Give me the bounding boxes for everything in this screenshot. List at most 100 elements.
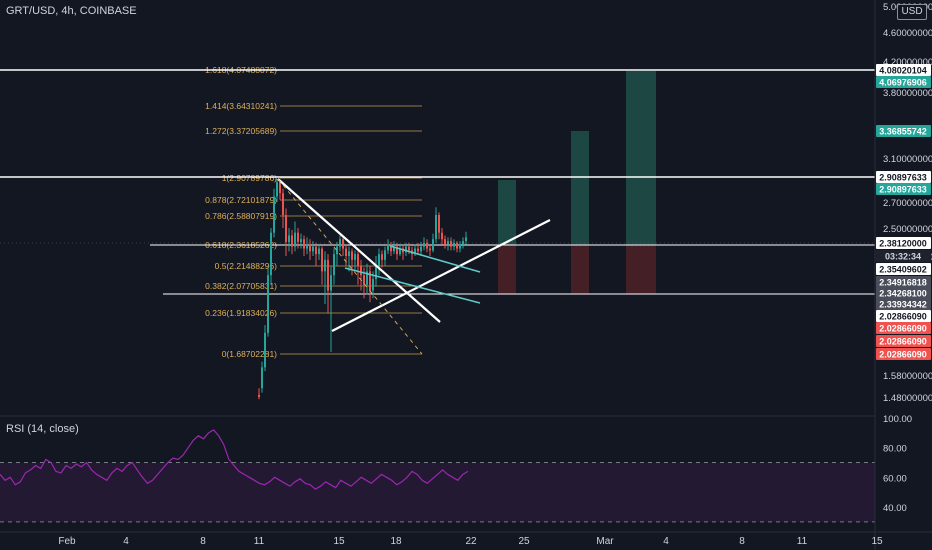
time-tick-label: 15 <box>871 536 883 547</box>
time-tick-label: 8 <box>739 536 745 547</box>
candle-body <box>315 246 317 255</box>
price-pane[interactable]: 1.618(4.07488072)1.414(3.64310241)1.272(… <box>0 65 875 400</box>
candle-body <box>384 250 386 260</box>
fib-level-label: 0.878(2.72101879) <box>205 195 277 205</box>
channel-lower-line <box>344 267 481 304</box>
candle-body <box>324 259 326 272</box>
candle-body <box>357 254 359 266</box>
price-label-text: 2.02866090 <box>879 350 927 360</box>
candle-body <box>414 248 416 255</box>
candle-body <box>339 239 341 247</box>
candle-body <box>432 239 434 251</box>
candle-body <box>444 239 446 245</box>
candle-body <box>291 235 293 247</box>
price-label-text: 2.02866090 <box>879 337 927 347</box>
price-label-badge <box>876 335 931 347</box>
channel-upper-line <box>389 245 481 273</box>
rsi-tick-label: 80.00 <box>883 444 907 455</box>
price-label-text: 2.34916818 <box>879 278 927 288</box>
target-zone <box>571 131 589 245</box>
price-label-text: 2.38120000 <box>879 239 927 249</box>
rsi-title: RSI (14, close) <box>6 423 79 435</box>
time-tick-label: 22 <box>465 536 477 547</box>
candle-body <box>258 394 260 397</box>
price-tick-label: 2.70000000 <box>883 198 932 209</box>
price-label-badge <box>876 64 931 76</box>
candle-body <box>267 275 269 333</box>
candle-body <box>465 237 467 242</box>
candle-body <box>261 367 263 389</box>
price-tick-label: 3.80000000 <box>883 88 932 99</box>
candle-body <box>375 265 377 280</box>
time-tick-label: 15 <box>333 536 345 547</box>
price-label-badge <box>876 348 931 360</box>
price-axis[interactable]: 5.000000004.600000004.200000003.80000000… <box>876 2 932 404</box>
price-label-badge <box>876 298 931 310</box>
price-tick-label: 2.50000000 <box>883 224 932 235</box>
candle-body <box>303 239 305 249</box>
rsi-tick-label: 100.00 <box>883 414 912 425</box>
candle-body <box>342 239 344 249</box>
candle-body <box>441 232 443 240</box>
rsi-line <box>0 429 469 490</box>
rsi-tick-label: 60.00 <box>883 473 907 484</box>
price-label-badge <box>876 276 931 288</box>
candle-body <box>459 244 461 249</box>
fib-level-label: 0(1.68702281) <box>222 349 277 359</box>
target-zone <box>498 180 516 245</box>
price-label-text: 2.02866090 <box>879 324 927 334</box>
price-label-badge <box>876 250 931 262</box>
price-label-badge <box>876 171 931 183</box>
rsi-tick-label: 40.00 <box>883 503 907 514</box>
candle-body <box>447 241 449 245</box>
price-label-text: 2.90897633 <box>879 185 927 195</box>
candle-body <box>333 254 335 276</box>
candle-body <box>405 246 407 253</box>
rsi-pane[interactable] <box>0 429 875 523</box>
price-label-badge <box>876 237 931 249</box>
price-tick-label: 4.20000000 <box>883 57 932 68</box>
fib-level-label: 0.236(1.91834026) <box>205 308 277 318</box>
candle-body <box>390 244 392 252</box>
stop-zone <box>498 245 516 294</box>
candle-body <box>294 232 296 247</box>
candle-body <box>270 232 272 276</box>
time-tick-label: Mar <box>596 536 614 547</box>
candle-body <box>330 275 332 291</box>
candle-body <box>456 242 458 249</box>
time-tick-label: 11 <box>254 536 265 547</box>
fib-level-label: 1.414(3.64310241) <box>205 101 277 111</box>
candle-body <box>429 248 431 251</box>
candle-body <box>387 244 389 251</box>
candle-body <box>393 246 395 252</box>
candle-body <box>276 182 278 197</box>
currency-badge[interactable]: USD <box>897 4 927 20</box>
price-label-badge <box>876 263 931 275</box>
time-tick-label: 11 <box>797 536 808 547</box>
price-label-badge <box>876 125 931 137</box>
candle-body <box>450 241 452 247</box>
candle-body <box>282 193 284 215</box>
candle-body <box>327 259 329 291</box>
candle-body <box>372 279 374 291</box>
time-axis[interactable]: Feb 4 8 11 15 18 22 25 Mar 4 8 11 15 <box>58 536 883 547</box>
candle-body <box>354 254 356 260</box>
fib-level-label: 0.382(2.07705831) <box>205 281 277 291</box>
descending-trendline <box>277 178 441 323</box>
rsi-axis[interactable]: 100.00 80.00 60.00 40.00 <box>883 414 912 514</box>
time-tick-label: 8 <box>200 536 206 547</box>
fib-level-label: 0.5(2.21488296) <box>215 261 278 271</box>
candle-body <box>453 242 455 247</box>
price-tick-label: 4.60000000 <box>883 28 932 39</box>
price-label-badge <box>876 183 931 195</box>
candle-body <box>396 246 398 255</box>
price-label-text: 4.06976906 <box>879 78 927 88</box>
price-label-badge <box>876 76 931 88</box>
candle-body <box>369 271 371 291</box>
candle-body <box>378 254 380 266</box>
price-tick-label: 1.48000000 <box>883 393 932 404</box>
time-tick-label: 4 <box>123 536 129 547</box>
rsi-band-fill <box>0 462 875 522</box>
target-zone <box>626 71 656 245</box>
